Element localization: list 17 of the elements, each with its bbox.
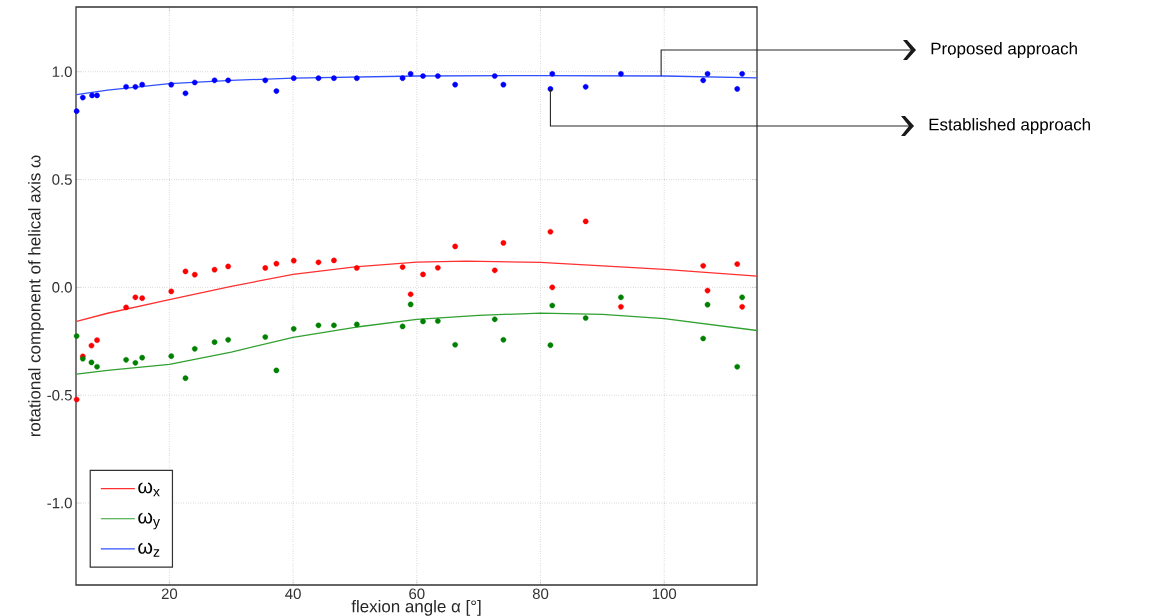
legend-label: ω$_{z}$: [138, 542, 160, 557]
annotation: Established approach: [929, 118, 1090, 134]
y-tick-label: -1.0: [47, 497, 72, 509]
y-tick-label: 0.0: [52, 282, 72, 293]
x-tick-label: 100: [652, 588, 677, 600]
annotation: Proposed approach: [931, 42, 1077, 58]
x-tick-label: 80: [532, 588, 549, 600]
x-tick-label: 60: [409, 588, 425, 600]
y-tick-label: 0.5: [52, 174, 72, 185]
x-tick-label: 40: [285, 588, 301, 600]
y-tick-label: 1.0: [52, 66, 72, 77]
x-tick-label: 20: [161, 588, 178, 600]
legend-label: ω$_{y}$: [138, 512, 160, 530]
x-axis-title: flexion angle α [°]: [351, 599, 481, 616]
y-tick-label: -0.5: [47, 389, 72, 401]
legend-label: ω$_{x}$: [138, 482, 160, 497]
y-axis-title: rotational component of helical axis ω: [28, 155, 44, 437]
